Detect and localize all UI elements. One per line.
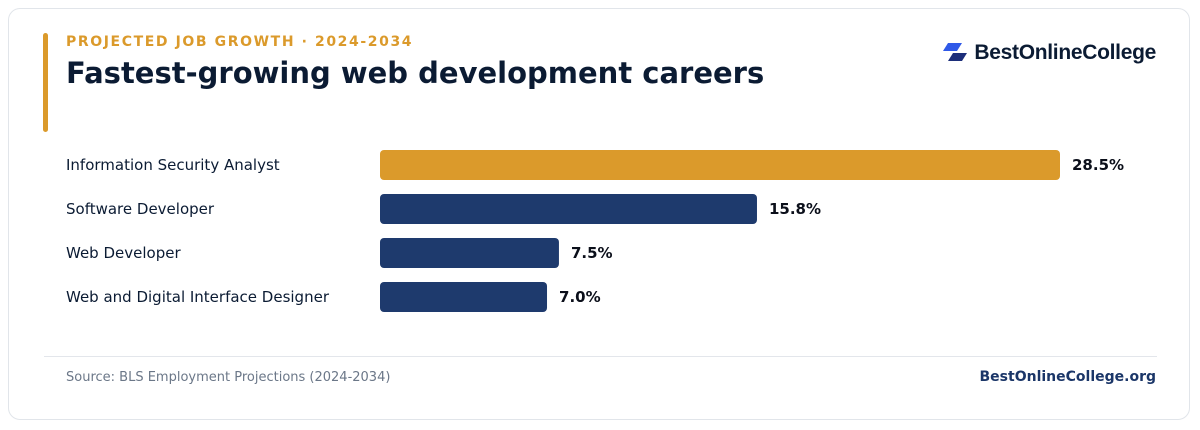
source-note: Source: BLS Employment Projections (2024… <box>66 370 391 385</box>
brand-logo[interactable]: BestOnlineCollege <box>942 40 1156 66</box>
site-link[interactable]: BestOnlineCollege.org <box>979 369 1156 385</box>
chart-title: Fastest-growing web development careers <box>66 56 765 90</box>
eyebrow-label: PROJECTED JOB GROWTH · 2024-2034 <box>66 34 414 50</box>
brand-name: BestOnlineCollege <box>974 41 1156 64</box>
footer-divider <box>44 356 1157 357</box>
accent-bar <box>43 33 48 132</box>
brand-logo-icon <box>943 43 968 61</box>
